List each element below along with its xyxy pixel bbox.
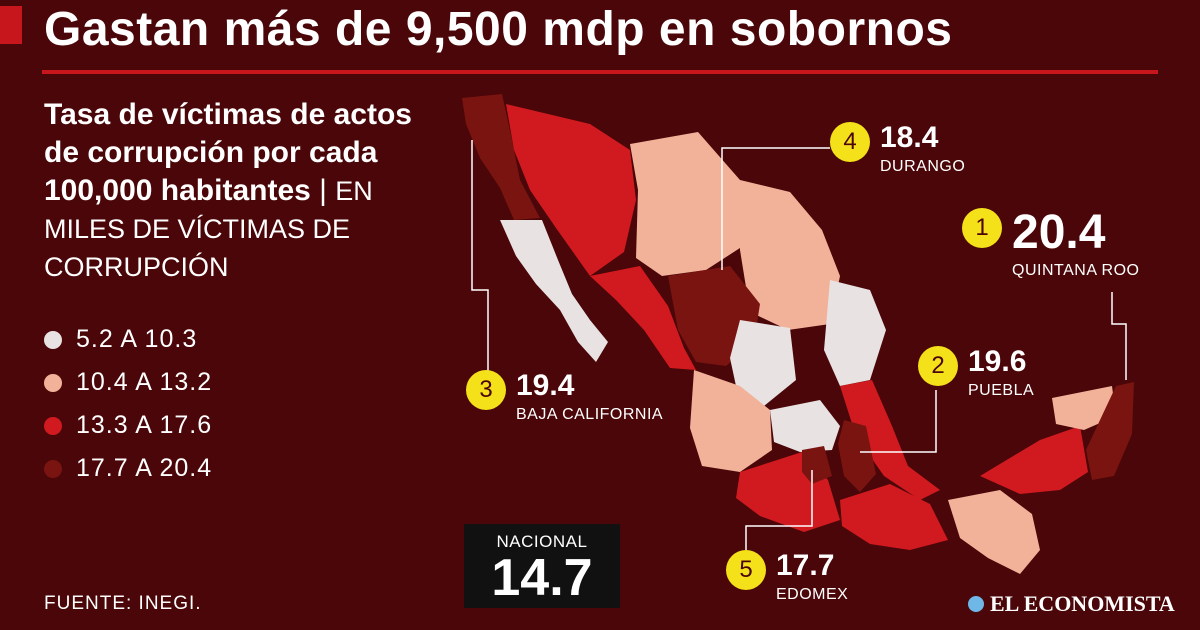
- region-oaxaca: [840, 484, 948, 550]
- callout-rank-4: 4 18.4 DURANGO: [830, 122, 965, 176]
- region-zacatecas: [730, 320, 796, 406]
- callout-state: BAJA CALIFORNIA: [516, 406, 664, 423]
- region-quintana-roo: [1086, 382, 1134, 480]
- subtitle-unit: EN MILES DE VÍCTIMAS DE CORRUPCIÓN: [44, 176, 373, 282]
- title-accent-bar: [0, 6, 22, 44]
- callout-value: 19.4: [516, 369, 575, 402]
- rank-badge: 4: [830, 122, 870, 162]
- callout-rank-2: 2 19.6 PUEBLA: [918, 346, 1034, 400]
- leader-line-puebla: [860, 390, 937, 453]
- legend-item: 5.2 A 10.3: [44, 318, 212, 361]
- subtitle-separator: |: [310, 174, 336, 207]
- rank-badge: 3: [466, 370, 506, 410]
- callout-rank-5: 5 17.7 EDOMEX: [726, 550, 848, 604]
- legend-swatch: [44, 416, 62, 435]
- callout-value: 17.7: [776, 549, 835, 582]
- rank-badge: 1: [962, 208, 1002, 248]
- region-baja-california-sur: [500, 220, 608, 362]
- leader-line-edomex: [745, 470, 813, 550]
- callout-value: 19.6: [968, 345, 1027, 378]
- region-puebla: [838, 420, 876, 492]
- legend-swatch: [44, 373, 62, 392]
- leader-line-baja: [471, 140, 489, 376]
- callout-rank-1: 1 20.4 QUINTANA ROO: [962, 208, 1140, 280]
- title-divider: [42, 70, 1158, 74]
- callout-state: DURANGO: [880, 158, 966, 175]
- region-chihuahua: [630, 132, 740, 276]
- mexico-map: [462, 94, 1134, 574]
- callout-value: 20.4: [1012, 206, 1106, 259]
- legend-swatch: [44, 330, 62, 349]
- leader-line-quintana-roo: [1111, 292, 1127, 380]
- region-campeche: [980, 426, 1088, 494]
- subtitle-main: Tasa de víctimas de actos de corrupción …: [44, 98, 412, 207]
- legend: 5.2 A 10.3 10.4 A 13.2 13.3 A 17.6 17.7 …: [44, 318, 212, 490]
- region-sinaloa: [590, 266, 696, 370]
- source-note: FUENTE: INEGI.: [44, 593, 202, 614]
- brand-name: EL ECONOMISTA: [990, 591, 1175, 616]
- legend-item: 17.7 A 20.4: [44, 447, 212, 490]
- region-veracruz: [840, 380, 940, 500]
- region-coahuila: [740, 180, 840, 330]
- national-label: NACIONAL: [496, 532, 588, 551]
- national-box: NACIONAL 14.7: [464, 524, 620, 608]
- legend-swatch: [44, 459, 62, 478]
- legend-item: 10.4 A 13.2: [44, 361, 212, 404]
- map-subtitle: Tasa de víctimas de actos de corrupción …: [44, 96, 444, 286]
- brand-logo: EL ECONOMISTA: [968, 591, 1175, 617]
- callout-rank-3: 3 19.4 BAJA CALIFORNIA: [466, 370, 663, 424]
- callout-state: PUEBLA: [968, 382, 1035, 399]
- callout-value: 18.4: [880, 121, 939, 154]
- callout-state: QUINTANA ROO: [1012, 262, 1140, 279]
- region-baja-california: [462, 94, 540, 220]
- header: Gastan más de 9,500 mdp en sobornos: [0, 0, 1200, 64]
- region-jalisco: [690, 370, 772, 472]
- region-sonora: [506, 104, 636, 276]
- leader-line-durango: [721, 147, 830, 270]
- region-chiapas: [948, 490, 1040, 574]
- legend-label: 17.7 A 20.4: [76, 454, 213, 482]
- region-edomex: [802, 446, 832, 484]
- callout-state: EDOMEX: [776, 586, 849, 603]
- page-title: Gastan más de 9,500 mdp en sobornos: [44, 3, 953, 56]
- region-guanajuato: [770, 400, 840, 452]
- rank-badge: 2: [918, 346, 958, 386]
- region-yucatan: [1052, 386, 1116, 430]
- region-tamaulipas: [824, 280, 886, 386]
- national-value: 14.7: [491, 549, 593, 607]
- legend-label: 13.3 A 17.6: [76, 411, 213, 439]
- globe-icon: [968, 596, 984, 612]
- legend-label: 10.4 A 13.2: [76, 368, 213, 396]
- rank-badge: 5: [726, 550, 766, 590]
- legend-item: 13.3 A 17.6: [44, 404, 212, 447]
- legend-label: 5.2 A 10.3: [76, 325, 198, 353]
